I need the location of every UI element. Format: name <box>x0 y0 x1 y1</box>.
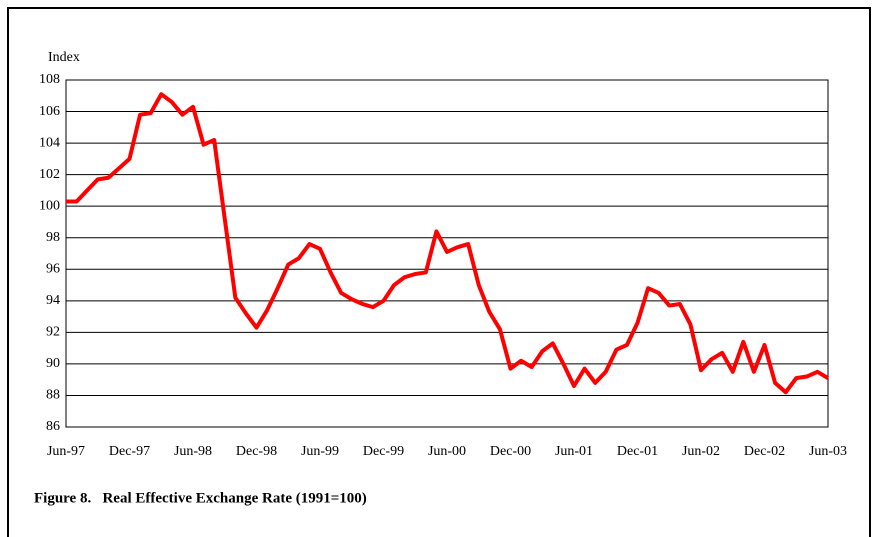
x-tick-label: Jun-97 <box>47 444 85 459</box>
y-tick-label: 108 <box>39 72 60 87</box>
x-tick-label: Jun-01 <box>555 444 593 459</box>
y-tick-label: 98 <box>46 230 60 245</box>
y-tick-label: 102 <box>39 167 60 182</box>
x-tick-label: Dec-00 <box>490 444 531 459</box>
x-tick-label: Dec-99 <box>363 444 404 459</box>
y-tick-label: 88 <box>46 388 60 403</box>
data-line <box>66 92 830 395</box>
y-tick-label: 90 <box>46 356 60 371</box>
x-tick-label: Dec-98 <box>236 444 277 459</box>
frame <box>7 7 871 537</box>
y-axis-label: Index <box>48 50 80 65</box>
x-tick-label: Jun-98 <box>174 444 212 459</box>
x-tick-label: Dec-02 <box>744 444 785 459</box>
y-tick-label: 96 <box>46 261 60 276</box>
plot-border <box>65 79 829 428</box>
x-tick-label: Jun-02 <box>682 444 720 459</box>
chart-title: Figure 8. Real Effective Exchange Rate (… <box>34 490 367 506</box>
y-tick-label: 106 <box>39 104 60 119</box>
x-tick-label: Dec-97 <box>109 444 150 459</box>
y-tick-label: 94 <box>46 293 60 308</box>
x-tick-label: Jun-03 <box>809 444 847 459</box>
y-tick-label: 104 <box>39 135 60 150</box>
y-tick-label: 92 <box>46 325 60 340</box>
y-tick-label: 86 <box>46 419 60 434</box>
x-tick-label: Jun-00 <box>428 444 466 459</box>
x-tick-label: Dec-01 <box>617 444 658 459</box>
x-tick-label: Jun-99 <box>301 444 339 459</box>
y-tick-label: 100 <box>39 198 60 213</box>
